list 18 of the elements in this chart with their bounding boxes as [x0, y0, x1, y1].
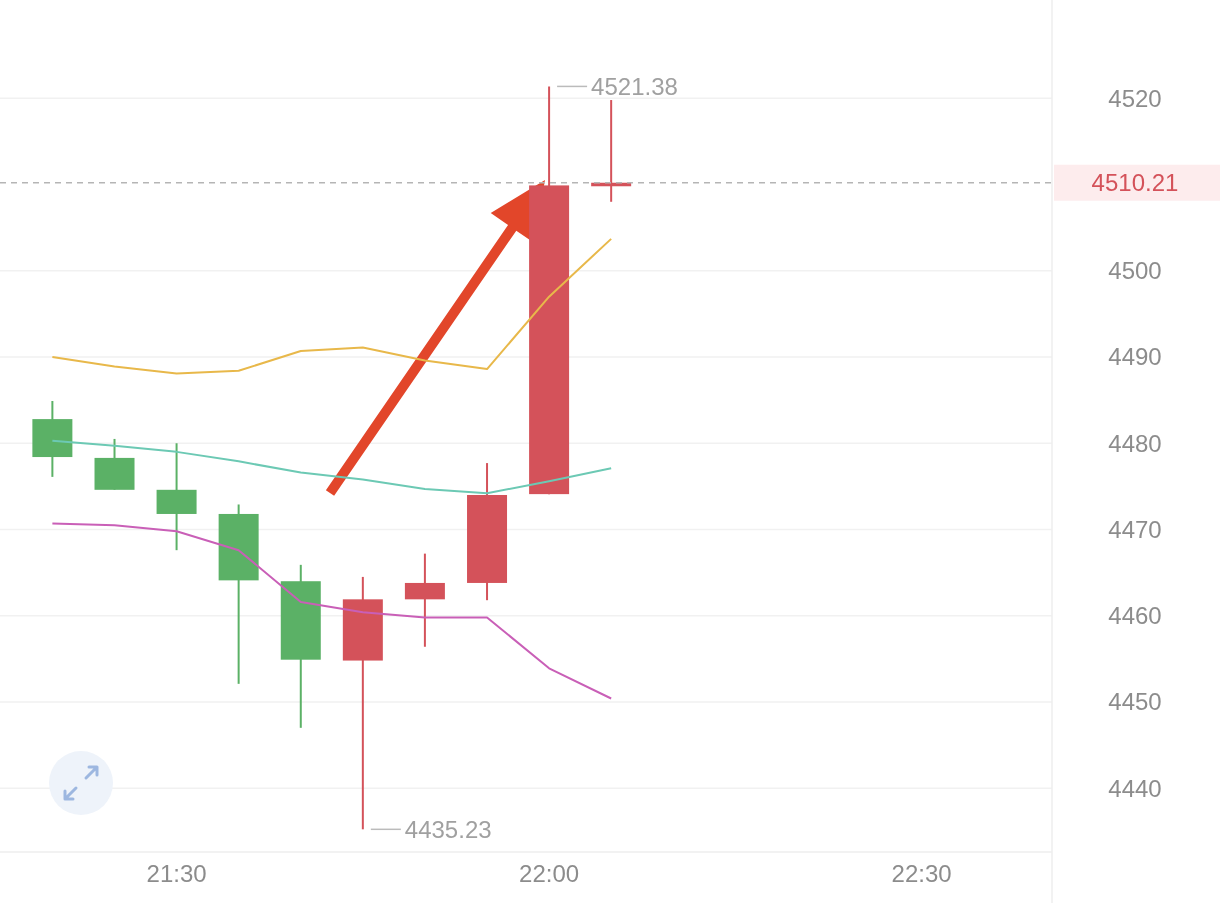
y-tick-label: 4470 [1108, 515, 1162, 543]
x-tick-label: 22:00 [519, 860, 580, 888]
y-tick-label: 4520 [1108, 84, 1162, 112]
y-tick-label: 4490 [1108, 343, 1162, 371]
x-tick-label: 22:30 [891, 860, 952, 888]
candlestick [404, 552, 445, 648]
annotation: 4435.23 [404, 815, 492, 843]
y-tick-label: 4480 [1108, 429, 1162, 457]
y-tick-label: 4440 [1108, 774, 1162, 802]
y-tick-label: 4500 [1108, 257, 1162, 285]
line-series [51, 522, 613, 700]
x-tick-label: 21:30 [146, 860, 207, 888]
ref-line-label: 4510.21 [1091, 169, 1179, 197]
line-series [51, 439, 613, 495]
y-tick-label: 4450 [1108, 688, 1162, 716]
y-tick-label: 4460 [1108, 602, 1162, 630]
annotation: 4521.38 [591, 72, 678, 100]
line-series [51, 237, 613, 375]
